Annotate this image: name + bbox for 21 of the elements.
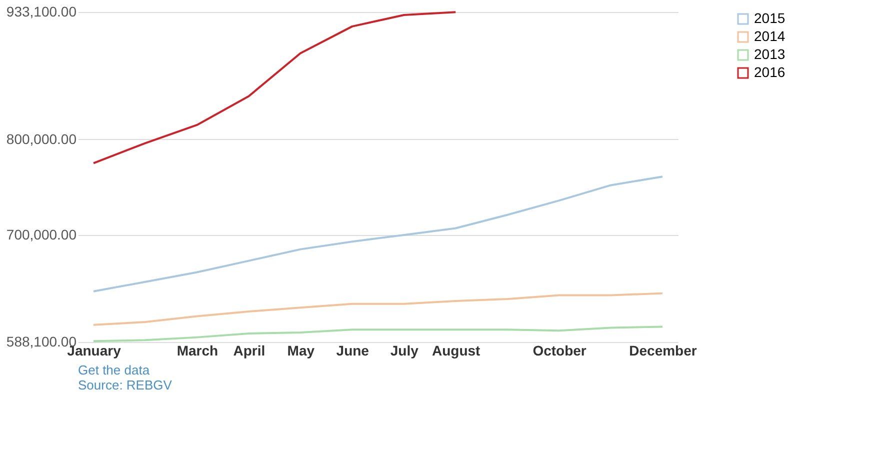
line-series: [92, 292, 664, 326]
source-note: Source: REBGV: [78, 378, 172, 392]
x-tick-label: October: [532, 342, 587, 358]
x-tick-label: July: [390, 342, 419, 358]
legend-label: 2014: [754, 28, 786, 44]
x-tick-label: June: [336, 342, 370, 358]
x-tick-label: December: [629, 342, 698, 358]
x-tick-label: August: [432, 342, 481, 358]
line-series: [92, 326, 664, 342]
x-tick-label: May: [287, 342, 315, 358]
legend-label: 2016: [754, 64, 786, 80]
legend-label: 2013: [754, 46, 786, 62]
text: Get the data: [78, 362, 150, 378]
x-tick-label: April: [233, 342, 266, 358]
line-series: [92, 11, 457, 164]
line-series: [92, 176, 664, 292]
y-tick-label: 700,000.00: [6, 226, 77, 242]
y-tick-label: 933,100.00: [6, 4, 77, 20]
legend-label: 2015: [754, 10, 786, 26]
y-tick-label: 800,000.00: [6, 130, 77, 147]
x-tick-label: March: [176, 342, 218, 358]
